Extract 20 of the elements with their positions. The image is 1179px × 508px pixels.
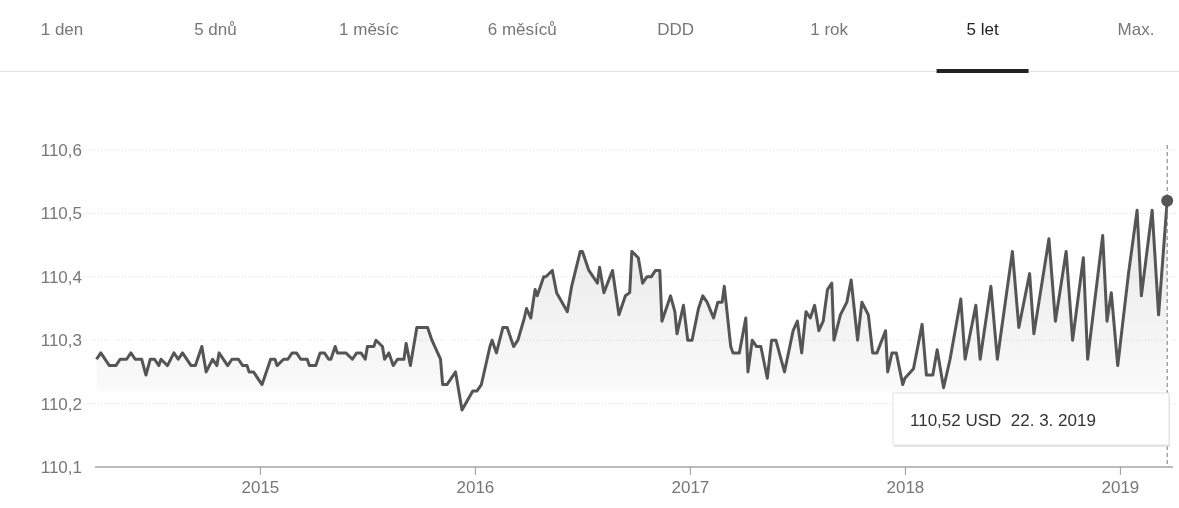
text: 6 měsíců <box>487 20 557 39</box>
y-tick-label: 110,3 <box>40 331 82 351</box>
y-tick-label: 110,6 <box>40 141 82 160</box>
text: 1 měsíc <box>339 20 400 39</box>
x-tick-label: 2018 <box>886 478 925 498</box>
y-tick-label: 110,1 <box>40 458 82 477</box>
x-tick-label: 2015 <box>241 478 280 498</box>
text: 5 dnů <box>194 20 237 39</box>
y-tick-label: 110,4 <box>40 267 82 287</box>
text: 5 let <box>966 20 999 39</box>
x-tick-label: 2019 <box>1101 478 1140 498</box>
x-tick-label: 2016 <box>456 478 495 498</box>
y-tick-label: 110,2 <box>40 394 82 414</box>
text: Max. <box>1117 20 1155 39</box>
text: 1 den <box>40 20 84 39</box>
text: DDD <box>657 20 695 39</box>
y-tick-label: 110,5 <box>40 204 82 224</box>
text: 1 rok <box>810 20 849 39</box>
annotation: 110,52 USD 22. 3. 2019 <box>910 411 1096 430</box>
x-tick-label: 2017 <box>671 478 710 498</box>
